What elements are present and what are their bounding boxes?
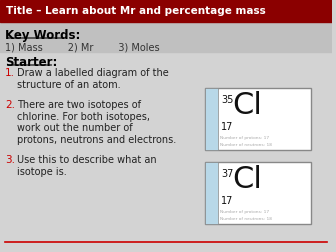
Text: Draw a labelled diagram of the
structure of an atom.: Draw a labelled diagram of the structure…: [17, 68, 169, 90]
Text: Number of neutrons: 18: Number of neutrons: 18: [220, 143, 272, 147]
Text: Number of neutrons: 18: Number of neutrons: 18: [220, 217, 272, 221]
Text: Starter:: Starter:: [5, 56, 57, 69]
Text: 1) Mass        2) Mr        3) Moles: 1) Mass 2) Mr 3) Moles: [5, 42, 160, 52]
Text: There are two isotopes of
chlorine. For both isotopes,
work out the number of
pr: There are two isotopes of chlorine. For …: [17, 100, 176, 145]
Text: 17: 17: [221, 122, 234, 132]
Text: 37: 37: [221, 169, 234, 179]
Text: Cl: Cl: [232, 91, 262, 120]
Text: 3.: 3.: [5, 155, 15, 165]
Text: Title – Learn about Mr and percentage mass: Title – Learn about Mr and percentage ma…: [6, 6, 266, 16]
Text: 1.: 1.: [5, 68, 15, 78]
Bar: [205, 162, 218, 224]
Bar: [205, 88, 218, 150]
Text: Use this to describe what an
isotope is.: Use this to describe what an isotope is.: [17, 155, 157, 177]
Bar: [205, 88, 311, 150]
Text: 17: 17: [221, 196, 234, 206]
Text: 35: 35: [221, 96, 234, 105]
Bar: [205, 162, 311, 224]
Text: Cl: Cl: [232, 165, 262, 194]
Text: 2.: 2.: [5, 100, 15, 110]
Bar: [0, 22, 332, 52]
Bar: [0, 0, 332, 22]
Text: Number of protons: 17: Number of protons: 17: [220, 136, 269, 140]
Text: Number of protons: 17: Number of protons: 17: [220, 210, 269, 214]
Text: Key Words:: Key Words:: [5, 29, 80, 42]
